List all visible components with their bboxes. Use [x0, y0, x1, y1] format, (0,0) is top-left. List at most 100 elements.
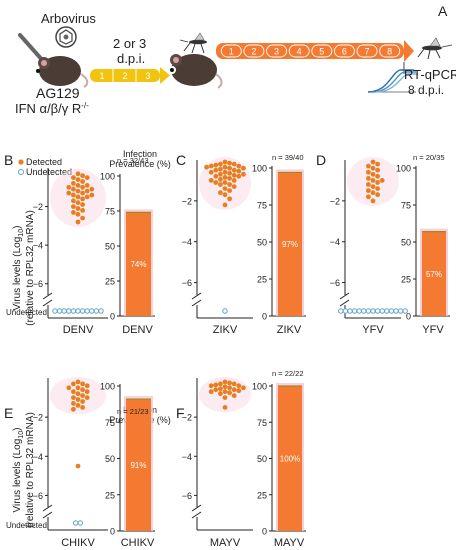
incubation-day-label: 2	[251, 47, 256, 57]
y-tick-label: −4	[330, 237, 340, 247]
incubation-day-label: 1	[229, 47, 234, 57]
detected-point	[366, 169, 371, 175]
sample-count-label: n = 22/22	[272, 369, 304, 378]
legend-undetected-label: Undetected	[26, 167, 72, 177]
undetected-point	[397, 308, 404, 314]
legend-detected-label: Detected	[26, 157, 62, 167]
detected-point	[80, 202, 85, 208]
mosquito-icon	[417, 37, 453, 60]
axis-break	[339, 299, 350, 307]
detected-point	[236, 168, 242, 174]
detected-point	[80, 387, 85, 393]
scatter-x-label: MAYV	[210, 537, 241, 549]
prevalence-bar-label: 97%	[282, 240, 298, 249]
bar-y-tick-label: 0	[406, 312, 411, 322]
incubation-day-label: 8	[387, 47, 392, 57]
detected-point	[241, 165, 246, 171]
panel-b-chart: −2 −4 −6 DENV 0 25 50 75 100 74% n = 32/43 DENV	[33, 156, 155, 336]
undetected-point	[365, 308, 372, 314]
detected-point	[71, 389, 76, 395]
bar-y-tick-label: 100	[100, 172, 115, 182]
detected-point	[80, 179, 85, 184]
detected-point	[375, 173, 380, 179]
detected-point	[213, 180, 219, 185]
detected-point	[241, 171, 246, 177]
undetected-point	[75, 308, 81, 314]
undetected-point	[61, 308, 67, 314]
sample-count-label: n = 32/43	[117, 156, 149, 165]
scatter-x-label: ZIKV	[213, 324, 238, 336]
detected-point	[75, 219, 81, 225]
detected-point	[84, 175, 90, 181]
detected-point	[66, 190, 72, 196]
mouse-icon	[36, 56, 89, 88]
detected-point	[375, 192, 380, 198]
detected-point	[236, 388, 242, 394]
incubation-day-label: 7	[365, 47, 370, 57]
prevalence-bar-label: 74%	[130, 260, 146, 269]
detected-point	[227, 165, 233, 171]
detected-point	[222, 405, 228, 410]
undetected-point	[79, 308, 86, 314]
undetected-point	[351, 308, 358, 314]
detected-point	[80, 381, 85, 387]
scatter-x-label: DENV	[63, 324, 94, 336]
virus-icon	[55, 26, 77, 48]
detected-point	[218, 182, 223, 187]
detected-point	[379, 178, 385, 183]
bar-y-tick-label: 75	[105, 418, 115, 428]
detected-point	[213, 162, 219, 168]
detected-point	[222, 159, 228, 165]
incubation-arrow: 1 2 3	[90, 67, 170, 84]
detected-point	[222, 175, 228, 180]
detected-point	[222, 180, 228, 185]
prevalence-title: Prevalence (%)	[109, 159, 171, 169]
detected-point	[375, 167, 380, 173]
panel-letter-b: B	[4, 152, 13, 168]
bar-y-tick-label: 25	[257, 490, 267, 500]
detected-point	[231, 167, 237, 173]
detected-point	[213, 173, 219, 179]
detected-point	[370, 159, 376, 165]
undetected-point	[338, 308, 344, 314]
undetected-point	[384, 308, 390, 314]
panel-letter-c: C	[176, 152, 186, 168]
axis-break	[339, 292, 350, 300]
detected-point	[80, 196, 85, 202]
y-axis-title: Virus levels (Log10)	[12, 428, 25, 513]
undetected-point	[222, 308, 228, 314]
qpcr-curve-icon	[367, 69, 418, 93]
detected-point	[71, 381, 76, 387]
detected-point	[241, 385, 246, 391]
undetected-point	[52, 308, 58, 314]
detected-point	[80, 184, 85, 190]
detected-point	[366, 182, 371, 187]
incubation-day-box	[220, 44, 242, 58]
y-tick-label: −6	[33, 279, 43, 289]
undetected-point	[388, 308, 395, 314]
undetected-point	[370, 308, 376, 314]
detected-point	[218, 381, 223, 387]
panel-f-chart: −2 −4 −6 MAYV 0 25 50 75 100 100% n = 22/22 MAYV	[182, 369, 306, 549]
bar-y-tick-label: 25	[105, 277, 115, 287]
incubation-day-box	[243, 44, 265, 58]
axis-break	[42, 299, 53, 307]
detected-point	[71, 401, 76, 406]
detected-point	[71, 406, 76, 412]
undetected-point	[70, 308, 77, 314]
detected-point	[213, 167, 219, 173]
prevalence-bar	[126, 399, 151, 531]
detected-point	[75, 391, 81, 397]
detected-point	[236, 163, 242, 169]
panel-letter-d: D	[316, 152, 326, 168]
mosquito-incubation-arrow: 1 2 3 4 5 6 7 8	[216, 40, 414, 62]
incubation-day-label: 1	[99, 71, 104, 81]
detected-point	[231, 172, 237, 178]
y-tick-label: −2	[182, 196, 192, 206]
detected-point	[75, 463, 81, 469]
detected-point	[231, 381, 237, 387]
detected-point	[213, 387, 219, 393]
undetected-tick-label: Undetected	[6, 521, 47, 530]
bar-y-tick-label: 50	[257, 454, 267, 464]
